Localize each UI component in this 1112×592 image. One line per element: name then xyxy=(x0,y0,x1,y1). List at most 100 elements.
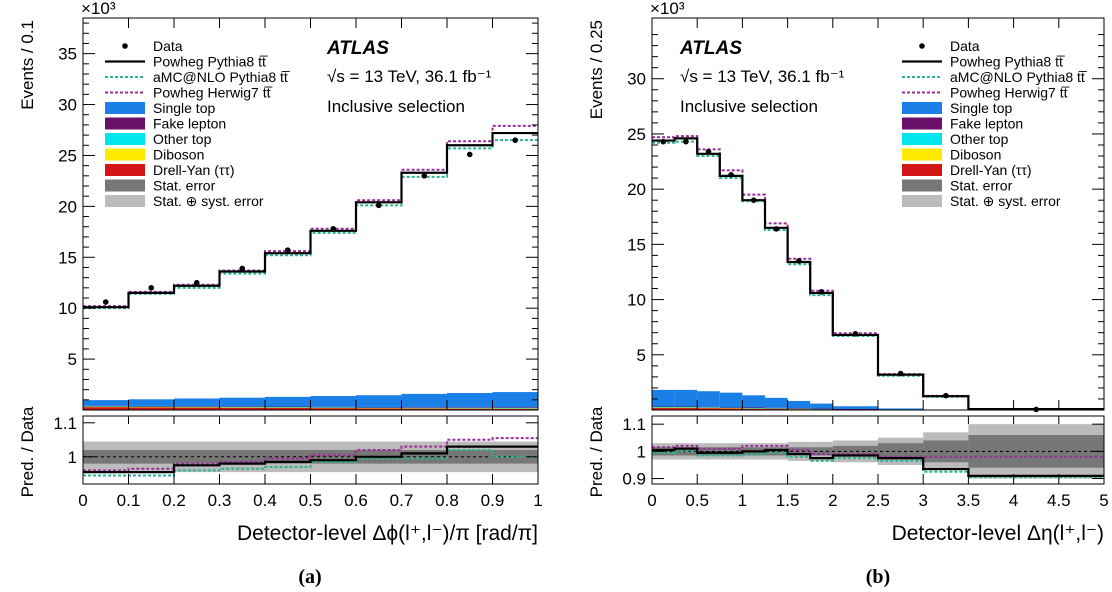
ratio-powheg-pythia8-line xyxy=(652,447,1104,477)
single-top-bar xyxy=(674,389,698,407)
fake-lepton-bar xyxy=(765,407,788,409)
legend-item-other-top: Other top xyxy=(902,131,1009,147)
x-tick-label: 0.2 xyxy=(162,491,186,510)
legend-item-drell-yan: Drell-Yan (ττ) xyxy=(105,162,235,178)
data-point xyxy=(796,258,802,264)
legend-item-diboson: Diboson xyxy=(105,147,204,163)
panel-caption: (b) xyxy=(866,566,890,588)
y-tick-label: 5 xyxy=(637,346,646,365)
other-top-bar xyxy=(83,406,129,407)
x-tick-label: 1 xyxy=(738,491,747,510)
diboson-bar xyxy=(697,407,720,409)
fake-lepton-bar xyxy=(219,406,265,407)
legend-item-stat-error: Stat. error xyxy=(902,178,1013,194)
ratio-y-tick-label: 0.9 xyxy=(622,470,646,489)
selection-label: Inclusive selection xyxy=(327,97,465,116)
single-top-bar xyxy=(810,403,833,409)
data-point xyxy=(773,226,780,232)
legend-item-powheg-herwig7: Powheg Herwig7 tt̅ xyxy=(105,85,273,101)
diboson-bar xyxy=(83,406,129,408)
drell-yan-bar xyxy=(697,408,720,410)
single-top-bar xyxy=(697,391,720,407)
legend-label: aMC@NLO Pythia8 tt̅ xyxy=(153,69,291,85)
single-top-bar xyxy=(83,400,129,406)
x-tick-label: 0.4 xyxy=(253,491,277,510)
legend-swatch xyxy=(105,179,145,192)
other-top-bar xyxy=(492,407,538,409)
other-top-bar xyxy=(742,407,765,409)
legend-label: Stat. error xyxy=(950,178,1013,194)
other-top-bar xyxy=(765,408,788,409)
other-top-bar xyxy=(265,407,311,408)
powheg-pythia8-line xyxy=(83,131,538,309)
legend-label: Other top xyxy=(153,131,212,147)
legend-item-fake-lepton: Fake lepton xyxy=(105,116,226,132)
legend-label: Fake lepton xyxy=(153,116,226,132)
data-point xyxy=(943,392,949,399)
y-exponent-label: ×10³ xyxy=(81,0,116,18)
y-tick-label: 30 xyxy=(58,96,77,115)
single-top-bar xyxy=(832,406,878,410)
data-point xyxy=(466,151,473,158)
legend-label: Stat. ⊕ syst. error xyxy=(153,193,264,209)
y-tick-label: 35 xyxy=(58,45,77,64)
other-top-bar xyxy=(674,407,698,408)
fake-lepton-bar xyxy=(652,406,675,408)
ratio-y-tick-label: 1.1 xyxy=(622,415,646,434)
data-point xyxy=(818,289,825,295)
x-tick-label: 1 xyxy=(533,491,542,510)
legend-label: Fake lepton xyxy=(950,116,1023,132)
selection-label: Inclusive selection xyxy=(680,97,818,116)
diboson-bar xyxy=(128,406,174,408)
single-top-bar xyxy=(719,392,743,408)
drell-yan-bar xyxy=(356,408,402,410)
y-tick-label: 25 xyxy=(627,125,646,144)
drell-yan-bar xyxy=(652,407,675,410)
other-top-bar xyxy=(219,406,265,408)
legend-label: Stat. error xyxy=(153,178,216,194)
drell-yan-bar xyxy=(265,407,311,410)
drell-yan-bar xyxy=(742,408,765,410)
legend-label: Powheg Herwig7 tt̅ xyxy=(153,85,273,101)
legend-item-single-top: Single top xyxy=(105,100,215,116)
single-top-bar xyxy=(787,400,811,409)
legend-item-fake-lepton: Fake lepton xyxy=(902,116,1023,132)
x-tick-label: 0.8 xyxy=(435,491,459,510)
legend-swatch xyxy=(902,164,942,176)
legend-swatch xyxy=(902,179,942,192)
amcnlo-pythia8-line xyxy=(83,139,538,310)
x-tick-label: 2.5 xyxy=(866,491,890,510)
drell-yan-bar xyxy=(447,408,493,410)
diboson-bar xyxy=(742,408,765,409)
legend-swatch xyxy=(902,195,942,207)
x-tick-label: 4 xyxy=(1009,491,1018,510)
x-tick-label: 2 xyxy=(828,491,837,510)
other-top-bar xyxy=(447,407,493,409)
drell-yan-bar xyxy=(401,408,447,410)
fake-lepton-bar xyxy=(447,407,493,408)
drell-yan-bar xyxy=(219,407,265,410)
legend-swatch xyxy=(902,102,942,114)
data-point xyxy=(750,197,757,203)
x-axis-label: Detector-level Δη(l⁺,l⁻) xyxy=(892,522,1104,545)
fake-lepton-bar xyxy=(265,406,311,408)
single-top-bar xyxy=(310,396,356,407)
legend-label: Other top xyxy=(950,131,1009,147)
single-top-bar xyxy=(401,393,447,408)
legend-label: Drell-Yan (ττ) xyxy=(153,162,235,178)
x-tick-label: 0.9 xyxy=(481,491,505,510)
fake-lepton-bar xyxy=(810,408,833,410)
data-point xyxy=(284,247,291,253)
single-top-bar xyxy=(265,396,311,407)
x-tick-label: 3 xyxy=(918,491,927,510)
legend-item-data: Data xyxy=(122,38,183,54)
diboson-bar xyxy=(492,408,538,409)
legend-swatch xyxy=(105,195,145,207)
diboson-bar xyxy=(174,407,220,408)
legend-swatch xyxy=(105,164,145,176)
single-top-bar xyxy=(492,392,538,408)
